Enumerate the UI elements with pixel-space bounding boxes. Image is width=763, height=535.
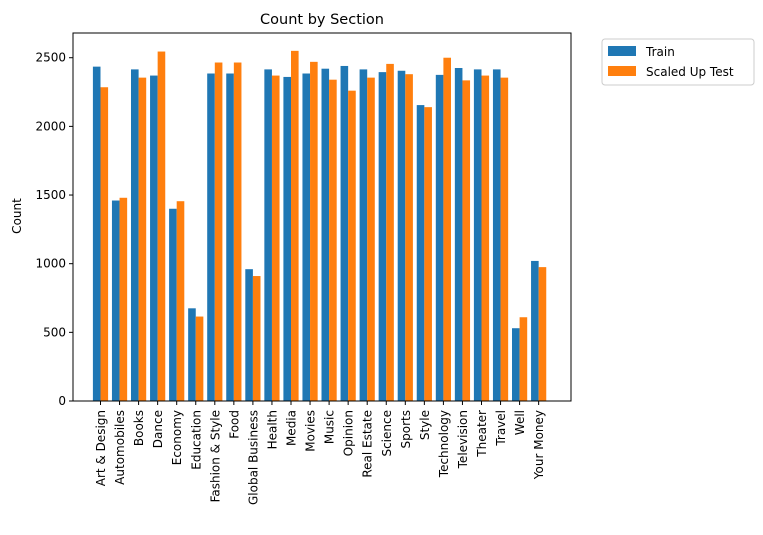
bar-scaled-up-test <box>443 57 451 401</box>
bar-train <box>226 73 234 401</box>
bar-scaled-up-test <box>386 63 394 402</box>
bar-scaled-up-test <box>233 62 242 402</box>
x-tick-label: Health <box>265 410 279 449</box>
x-tick-label: Television <box>456 410 470 469</box>
legend-label: Scaled Up Test <box>646 65 734 79</box>
bar-scaled-up-test <box>462 80 471 402</box>
bar-train <box>283 76 291 401</box>
y-tick-label: 1500 <box>35 188 66 202</box>
bar-train <box>359 69 368 401</box>
bar-scaled-up-test <box>214 62 223 402</box>
x-tick-label: Dance <box>151 410 165 448</box>
x-tick-label: Music <box>323 410 337 444</box>
chart-title: Count by Section <box>260 12 384 28</box>
axes-layer: 0 500 1000 1500 2000 2500 Art & Design Automobi… <box>35 32 572 505</box>
y-tick-label: 500 <box>43 325 66 339</box>
bar-scaled-up-test <box>329 79 337 401</box>
legend-swatch <box>608 46 636 56</box>
bar-train <box>169 208 177 401</box>
x-tick-label: Automobiles <box>113 410 127 485</box>
bar-train <box>340 65 349 402</box>
x-tick-label: Education <box>189 410 203 470</box>
bar-scaled-up-test <box>500 77 509 401</box>
x-tick-label: Global Business <box>246 410 260 505</box>
x-tick-label: Your Money <box>532 410 546 480</box>
bar-train <box>302 73 311 401</box>
bar-train <box>454 68 463 401</box>
bar-train <box>492 69 501 401</box>
bar-scaled-up-test <box>157 51 166 401</box>
x-tick-label: Real Estate <box>361 410 375 478</box>
bar-train <box>531 260 539 401</box>
x-tick-label: Technology <box>437 410 451 478</box>
legend-swatch <box>608 66 636 76</box>
bar-scaled-up-test <box>176 201 185 401</box>
y-tick-label: 2000 <box>35 119 66 133</box>
x-tick-label: Travel <box>494 410 508 447</box>
bar-train <box>512 328 520 401</box>
bar-scaled-up-test <box>348 90 356 402</box>
bar-scaled-up-test <box>100 87 109 402</box>
bar-scaled-up-test <box>367 77 375 401</box>
y-axis-label: Count <box>10 198 24 234</box>
y-tick-label: 0 <box>58 394 66 408</box>
bars-layer <box>92 50 547 402</box>
x-tick-label: Economy <box>170 410 184 465</box>
bar-train <box>416 105 425 401</box>
bar-scaled-up-test <box>310 61 318 402</box>
bar-scaled-up-test <box>291 50 299 401</box>
bar-train <box>378 72 387 401</box>
bar-scaled-up-test <box>519 317 528 401</box>
bar-train <box>264 69 272 401</box>
bar-train <box>150 75 158 401</box>
x-tick-label: Theater <box>475 410 489 458</box>
x-tick-label: Movies <box>304 410 318 452</box>
y-tick-label: 2500 <box>35 51 66 65</box>
bar-train <box>245 269 253 401</box>
legend: Train Scaled Up Test <box>601 38 755 86</box>
y-tick-label: 1000 <box>35 257 66 271</box>
x-tick-label: Media <box>285 410 299 446</box>
x-tick-label: Style <box>418 410 432 440</box>
x-tick-label: Sports <box>399 410 413 448</box>
bar-scaled-up-test <box>271 75 280 401</box>
bar-scaled-up-test <box>252 276 261 401</box>
bar-scaled-up-test <box>405 74 413 401</box>
bar-train <box>321 68 330 401</box>
bar-scaled-up-test <box>424 107 432 402</box>
x-tick-label: Art & Design <box>94 410 108 486</box>
x-tick-label: Opinion <box>342 410 356 456</box>
x-tick-label: Food <box>227 410 241 439</box>
plot-frame <box>72 32 572 402</box>
bar-scaled-up-test <box>195 316 204 401</box>
legend-box <box>601 38 755 86</box>
bar-train <box>92 66 101 401</box>
bar-train <box>473 69 482 401</box>
bar-scaled-up-test <box>538 267 547 401</box>
bar-train <box>111 200 120 401</box>
bar-train <box>397 70 406 401</box>
x-tick-label: Fashion & Style <box>208 410 222 502</box>
x-tick-label: Well <box>513 410 527 435</box>
bar-scaled-up-test <box>481 75 490 401</box>
bar-train <box>435 74 444 401</box>
bar-train <box>188 308 196 401</box>
x-tick-label: Books <box>132 410 146 446</box>
bar-scaled-up-test <box>138 77 147 401</box>
legend-label: Train <box>645 45 675 59</box>
bar-train <box>207 73 215 401</box>
bar-scaled-up-test <box>119 197 128 401</box>
x-tick-label: Science <box>380 410 394 457</box>
bar-train <box>131 69 139 401</box>
